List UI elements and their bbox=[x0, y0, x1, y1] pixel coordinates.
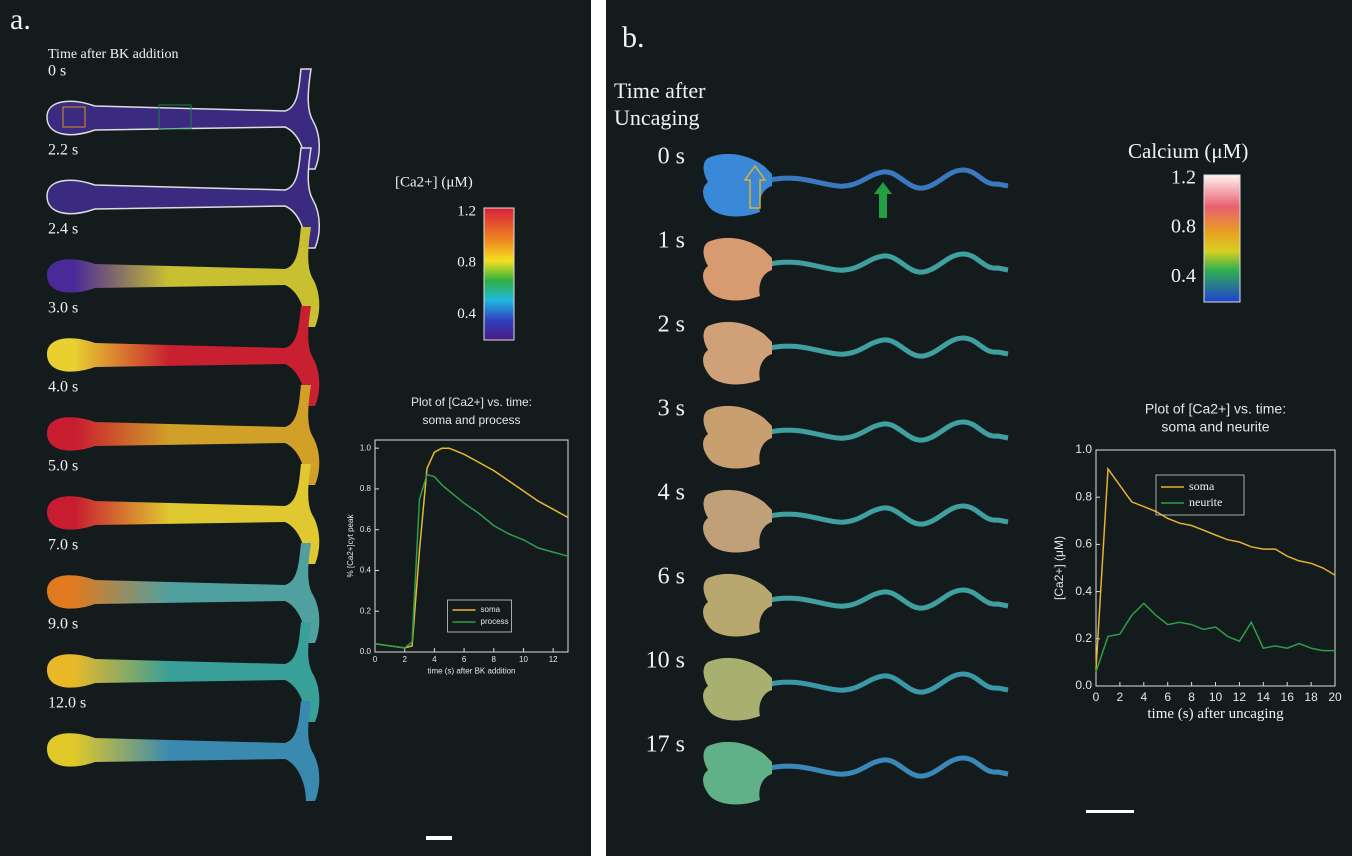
x-tick-label: 10 bbox=[519, 655, 528, 664]
panel-label: a. bbox=[10, 3, 31, 36]
time-label: 3 s bbox=[658, 396, 685, 422]
time-title: Time after bbox=[614, 78, 706, 103]
time-label: 2 s bbox=[658, 312, 685, 338]
y-tick-label: 0.2 bbox=[360, 606, 372, 615]
legend-label: soma bbox=[1189, 479, 1215, 493]
time-title: Uncaging bbox=[614, 105, 700, 130]
x-tick-label: 4 bbox=[432, 655, 437, 664]
y-tick-label: 0.6 bbox=[1075, 537, 1092, 551]
colorbar-tick-label: 1.2 bbox=[1171, 166, 1196, 188]
x-tick-label: 6 bbox=[462, 655, 467, 664]
panel-label: b. bbox=[622, 21, 645, 54]
figure: a.Time after BK addition0 s2.2 s2.4 s3.0… bbox=[0, 0, 1352, 856]
time-label: 6 s bbox=[658, 564, 685, 590]
scale-bar bbox=[1086, 810, 1134, 813]
colorbar-tick-label: 0.8 bbox=[1171, 216, 1196, 238]
legend-label: neurite bbox=[1189, 495, 1222, 509]
chart-title: Plot of [Ca2+] vs. time: bbox=[411, 395, 532, 409]
time-label: 10 s bbox=[646, 648, 685, 674]
y-tick-label: 0.2 bbox=[1075, 631, 1092, 645]
time-label: 9.0 s bbox=[48, 616, 78, 633]
time-label: 7.0 s bbox=[48, 537, 78, 554]
time-label: 1 s bbox=[658, 228, 685, 254]
time-title: Time after BK addition bbox=[48, 47, 179, 62]
x-tick-label: 2 bbox=[402, 655, 407, 664]
legend-label: process bbox=[481, 617, 509, 626]
y-tick-label: 0.0 bbox=[360, 647, 372, 656]
time-label: 17 s bbox=[646, 732, 685, 758]
time-label: 4 s bbox=[658, 480, 685, 506]
x-tick-label: 6 bbox=[1164, 690, 1171, 704]
colorbar bbox=[1204, 175, 1240, 302]
chart-title: soma and process bbox=[422, 413, 520, 427]
colorbar-tick-label: 0.4 bbox=[457, 306, 476, 322]
time-label: 2.2 s bbox=[48, 142, 78, 159]
time-label: 4.0 s bbox=[48, 379, 78, 396]
x-tick-label: 20 bbox=[1328, 690, 1342, 704]
x-tick-label: 4 bbox=[1140, 690, 1147, 704]
time-label: 2.4 s bbox=[48, 221, 78, 238]
colorbar-tick-label: 0.8 bbox=[457, 255, 476, 271]
y-tick-label: 0.4 bbox=[360, 566, 372, 575]
x-tick-label: 2 bbox=[1117, 690, 1124, 704]
colorbar bbox=[484, 208, 514, 340]
y-tick-label: 0.8 bbox=[1075, 489, 1092, 503]
colorbar-title: [Ca2+] (μM) bbox=[395, 174, 473, 190]
y-axis-label: % [Ca2+]cyt peak bbox=[346, 514, 355, 578]
y-tick-label: 1.0 bbox=[360, 443, 372, 452]
chart-title: Plot of [Ca2+] vs. time: bbox=[1145, 401, 1286, 417]
time-label: 5.0 s bbox=[48, 458, 78, 475]
x-tick-label: 12 bbox=[1233, 690, 1247, 704]
y-tick-label: 0.0 bbox=[1075, 678, 1092, 692]
time-label: 12.0 s bbox=[48, 695, 86, 712]
x-tick-label: 0 bbox=[1093, 690, 1100, 704]
x-tick-label: 12 bbox=[549, 655, 558, 664]
x-tick-label: 8 bbox=[492, 655, 497, 664]
x-tick-label: 14 bbox=[1257, 690, 1271, 704]
legend-label: soma bbox=[481, 605, 501, 614]
x-axis-label: time (s) after uncaging bbox=[1147, 706, 1284, 722]
x-tick-label: 10 bbox=[1209, 690, 1223, 704]
x-tick-label: 16 bbox=[1281, 690, 1295, 704]
y-tick-label: 0.6 bbox=[360, 525, 372, 534]
x-axis-label: time (s) after BK addition bbox=[427, 666, 515, 675]
scale-bar bbox=[426, 836, 452, 840]
x-tick-label: 18 bbox=[1304, 690, 1318, 704]
y-tick-label: 0.4 bbox=[1075, 584, 1092, 598]
time-label: 0 s bbox=[48, 63, 66, 80]
y-tick-label: 0.8 bbox=[360, 484, 372, 493]
y-axis-label: [Ca2+] (μM) bbox=[1052, 536, 1066, 600]
chart-title: soma and neurite bbox=[1161, 419, 1269, 435]
colorbar-title: Calcium (μM) bbox=[1128, 139, 1248, 163]
x-tick-label: 8 bbox=[1188, 690, 1195, 704]
colorbar-tick-label: 1.2 bbox=[457, 203, 476, 219]
time-label: 3.0 s bbox=[48, 300, 78, 317]
x-tick-label: 0 bbox=[373, 655, 378, 664]
colorbar-tick-label: 0.4 bbox=[1171, 265, 1196, 287]
y-tick-label: 1.0 bbox=[1075, 442, 1092, 456]
time-label: 0 s bbox=[658, 144, 685, 170]
